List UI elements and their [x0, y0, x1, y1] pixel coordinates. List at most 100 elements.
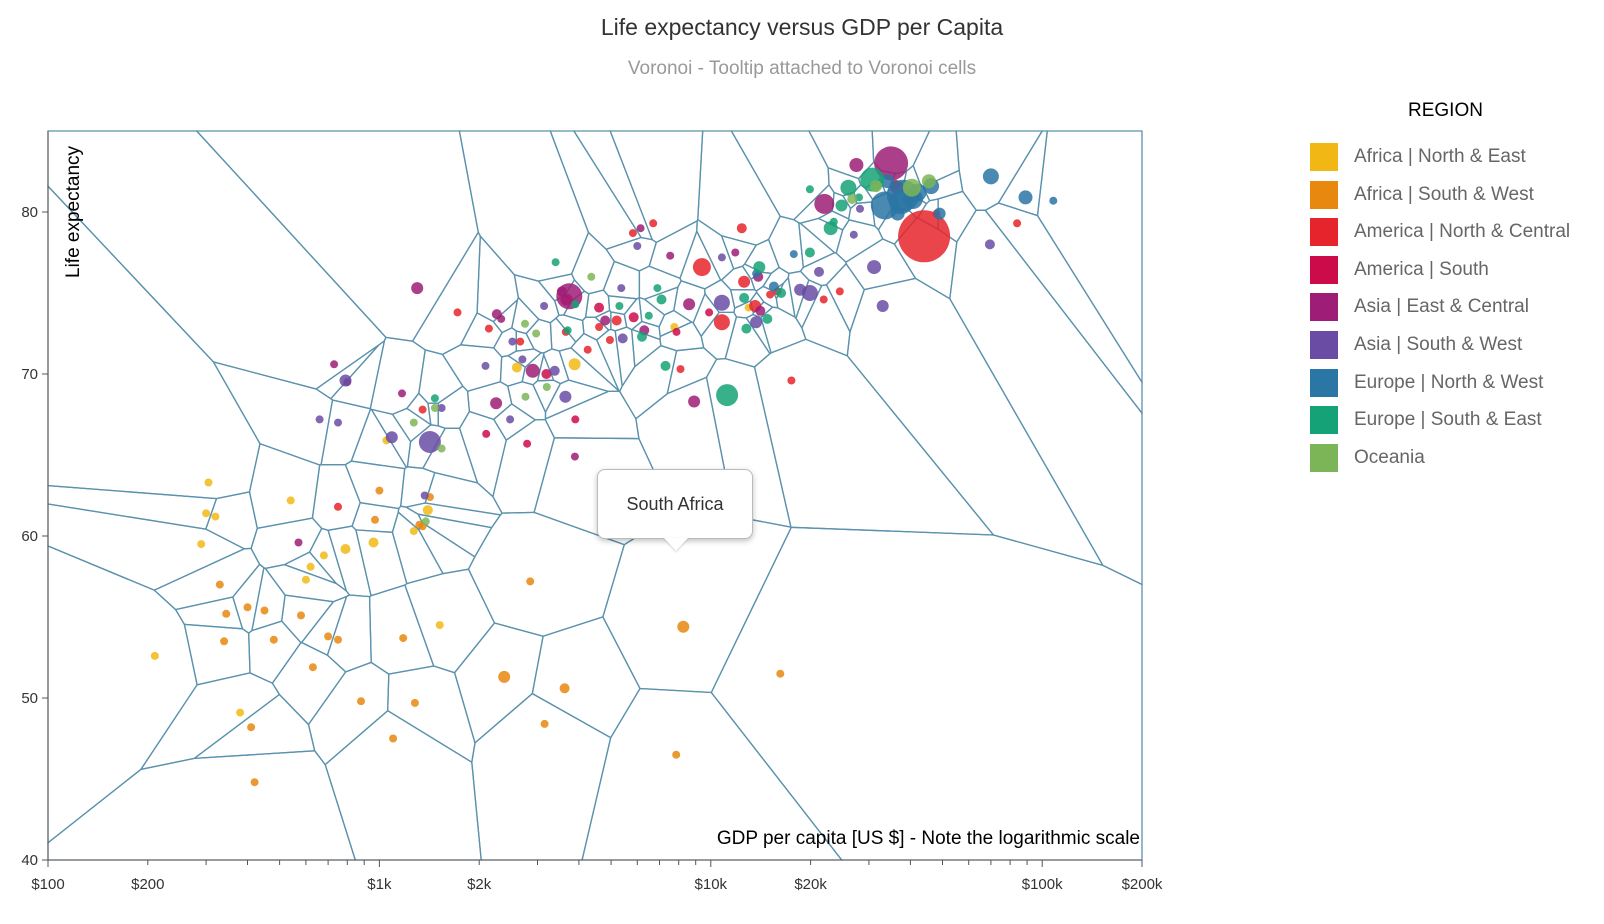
voronoi-cell[interactable]: [533, 437, 675, 546]
voronoi-cell[interactable]: [212, 360, 334, 466]
voronoi-cell[interactable]: [466, 381, 513, 421]
tooltip: South Africa: [597, 469, 753, 551]
voronoi-cell[interactable]: [47, 545, 198, 845]
voronoi-cell[interactable]: [532, 379, 562, 414]
voronoi-cell[interactable]: [320, 399, 372, 466]
voronoi-cell[interactable]: [47, 130, 387, 390]
voronoi-cell[interactable]: [607, 295, 639, 316]
voronoi-cell[interactable]: [531, 616, 641, 739]
voronoi-cell[interactable]: [602, 260, 641, 300]
voronoi-mesh[interactable]: [47, 130, 1143, 861]
voronoi-cell[interactable]: [666, 347, 718, 395]
legend-item[interactable]: Europe | South & East: [1310, 405, 1542, 435]
voronoi-cell[interactable]: [314, 344, 380, 400]
voronoi-cell[interactable]: [476, 234, 519, 323]
voronoi-cell[interactable]: [47, 750, 357, 861]
voronoi-cell[interactable]: [195, 130, 479, 342]
voronoi-cell[interactable]: [311, 464, 361, 531]
voronoi-cell[interactable]: [418, 349, 464, 404]
legend-item[interactable]: Asia | East & Central: [1310, 292, 1529, 322]
x-tick-label: $2k: [467, 876, 492, 893]
legend-item[interactable]: Europe | North & West: [1310, 368, 1543, 398]
voronoi-cell[interactable]: [153, 547, 261, 611]
voronoi-cell[interactable]: [248, 620, 302, 685]
voronoi-cell[interactable]: [329, 339, 386, 410]
voronoi-cell[interactable]: [324, 709, 482, 861]
voronoi-cell[interactable]: [506, 348, 543, 369]
legend-item[interactable]: America | South: [1310, 255, 1489, 285]
voronoi-cell[interactable]: [605, 236, 658, 272]
data-point: [220, 637, 229, 646]
voronoi-cell[interactable]: [411, 230, 481, 356]
voronoi-cell[interactable]: [767, 215, 804, 275]
voronoi-cell[interactable]: [183, 623, 251, 686]
voronoi-cell[interactable]: [492, 327, 517, 358]
legend-item[interactable]: Oceania: [1310, 443, 1425, 473]
voronoi-cell[interactable]: [704, 279, 736, 314]
voronoi-cell[interactable]: [753, 338, 995, 536]
voronoi-cell[interactable]: [638, 265, 682, 300]
voronoi-cell[interactable]: [798, 221, 836, 269]
voronoi-cell[interactable]: [544, 379, 611, 420]
data-point: [525, 363, 540, 378]
voronoi-cell[interactable]: [368, 584, 435, 675]
voronoi-cell[interactable]: [308, 527, 348, 593]
voronoi-cell[interactable]: [387, 665, 476, 764]
voronoi-cell[interactable]: [825, 262, 866, 334]
data-point: [611, 315, 622, 326]
voronoi-cell[interactable]: [949, 209, 1143, 586]
data-point: [874, 146, 909, 181]
voronoi-cell[interactable]: [248, 442, 321, 530]
voronoi-cell[interactable]: [458, 130, 590, 282]
voronoi-cell[interactable]: [418, 521, 476, 575]
voronoi-cell[interactable]: [846, 277, 1105, 567]
voronoi-cell[interactable]: [369, 336, 426, 415]
voronoi-cell[interactable]: [204, 491, 258, 550]
voronoi-cell[interactable]: [47, 484, 218, 530]
y-tick-label: 70: [21, 366, 38, 383]
legend-item[interactable]: America | North & Central: [1310, 217, 1570, 247]
voronoi-cell[interactable]: [300, 595, 348, 657]
voronoi-cell[interactable]: [271, 641, 347, 726]
voronoi-cell[interactable]: [471, 692, 612, 861]
voronoi-cell[interactable]: [710, 526, 1143, 861]
voronoi-cell[interactable]: [631, 328, 662, 368]
data-point: [829, 217, 838, 226]
voronoi-cell[interactable]: [391, 407, 432, 443]
voronoi-cell[interactable]: [511, 296, 540, 335]
data-point: [301, 575, 310, 584]
voronoi-cell[interactable]: [549, 130, 643, 251]
voronoi-cell[interactable]: [659, 321, 705, 352]
voronoi-cell[interactable]: [729, 289, 758, 310]
voronoi-cell[interactable]: [817, 210, 850, 231]
voronoi-cell[interactable]: [174, 596, 244, 630]
voronoi-cell[interactable]: [232, 563, 265, 634]
voronoi-cell[interactable]: [877, 205, 918, 245]
voronoi-cell[interactable]: [326, 594, 372, 673]
voronoi-cell[interactable]: [327, 525, 372, 598]
data-point: [776, 669, 785, 678]
voronoi-cell[interactable]: [570, 231, 616, 295]
legend-label: Europe | North & West: [1354, 371, 1544, 393]
voronoi-cell[interactable]: [984, 202, 1143, 416]
voronoi-cell[interactable]: [344, 460, 406, 510]
voronoi-cell[interactable]: [730, 130, 830, 221]
voronoi-cell[interactable]: [492, 403, 537, 442]
voronoi-cell[interactable]: [760, 306, 807, 354]
voronoi-cell[interactable]: [250, 517, 323, 570]
voronoi-cell[interactable]: [307, 661, 390, 766]
legend-item[interactable]: Africa | North & East: [1310, 142, 1526, 172]
voronoi-cell[interactable]: [458, 410, 507, 498]
voronoi-cell[interactable]: [638, 296, 666, 328]
legend-item[interactable]: Asia | South & West: [1310, 330, 1522, 360]
voronoi-cell[interactable]: [618, 344, 678, 420]
voronoi-cell[interactable]: [507, 381, 547, 421]
voronoi-cell[interactable]: [421, 427, 479, 484]
voronoi-cell[interactable]: [513, 273, 560, 324]
voronoi-cell[interactable]: [416, 513, 493, 558]
legend-label: Europe | South & East: [1354, 409, 1542, 431]
voronoi-cell[interactable]: [696, 218, 735, 281]
voronoi-cell[interactable]: [453, 622, 544, 745]
voronoi-cell[interactable]: [912, 130, 960, 188]
legend-item[interactable]: Africa | South & West: [1310, 180, 1534, 210]
